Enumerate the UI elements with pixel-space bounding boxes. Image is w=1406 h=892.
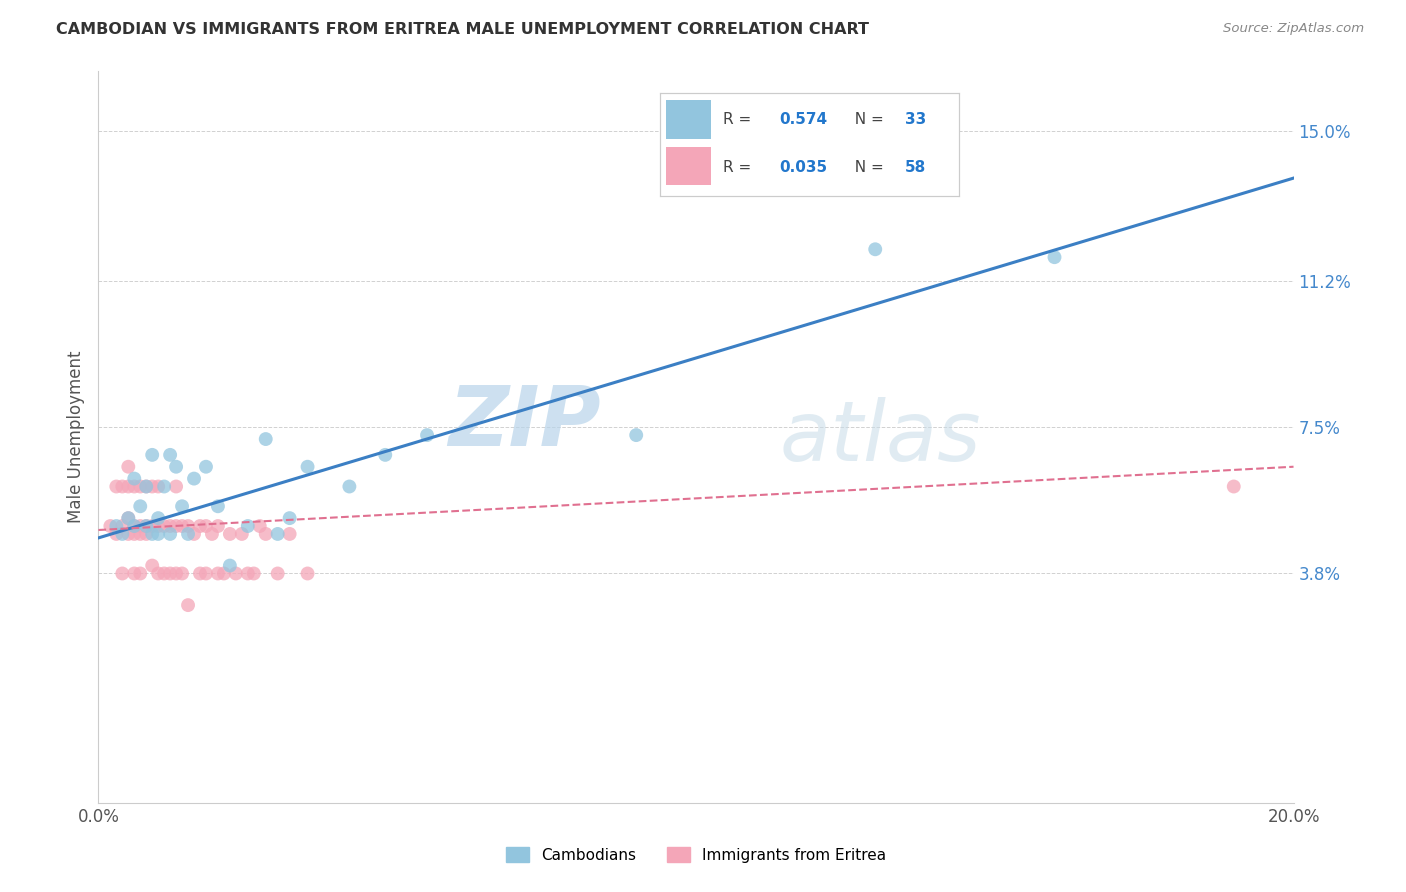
Point (172, 500, 194, 514)
Point (267, 527, 290, 541)
Point (105, 519, 128, 533)
Point (165, 459, 187, 474)
Point (124, 566, 146, 581)
Point (135, 519, 157, 533)
Point (236, 519, 259, 533)
Point (117, 527, 139, 541)
Point (236, 566, 259, 581)
Point (865, 242, 887, 256)
Point (249, 519, 271, 533)
Point (124, 519, 146, 533)
Point (111, 519, 134, 533)
Point (129, 566, 152, 581)
Point (1223, 479, 1246, 493)
Point (129, 519, 152, 533)
Point (212, 566, 235, 581)
Point (219, 527, 242, 541)
Point (129, 500, 152, 514)
Point (339, 479, 361, 493)
Text: Source: ZipAtlas.com: Source: ZipAtlas.com (1223, 22, 1364, 36)
Point (153, 519, 176, 533)
Point (98, 519, 122, 533)
Point (148, 566, 170, 581)
Point (135, 519, 157, 533)
Point (105, 479, 128, 493)
Y-axis label: Male Unemployment: Male Unemployment (66, 351, 84, 524)
Point (177, 598, 200, 612)
Point (374, 448, 396, 462)
Point (278, 527, 301, 541)
Point (243, 566, 266, 581)
Point (124, 527, 146, 541)
Point (153, 566, 176, 581)
Point (188, 519, 211, 533)
Point (105, 527, 128, 541)
Point (165, 519, 187, 533)
Point (135, 479, 157, 493)
Point (195, 459, 218, 474)
Point (124, 479, 146, 493)
Point (297, 566, 319, 581)
Point (177, 519, 200, 533)
Point (183, 527, 205, 541)
Point (207, 519, 229, 533)
Point (165, 479, 187, 493)
Point (129, 479, 152, 493)
Point (111, 527, 134, 541)
Point (141, 448, 163, 462)
Point (195, 519, 218, 533)
Point (207, 566, 229, 581)
Point (297, 459, 319, 474)
Point (148, 527, 170, 541)
Point (225, 566, 247, 581)
Point (254, 432, 277, 446)
Text: CAMBODIAN VS IMMIGRANTS FROM ERITREA MALE UNEMPLOYMENT CORRELATION CHART: CAMBODIAN VS IMMIGRANTS FROM ERITREA MAL… (56, 22, 869, 37)
Point (141, 527, 163, 541)
Point (148, 519, 170, 533)
Point (219, 558, 242, 573)
Point (159, 527, 181, 541)
Point (165, 566, 187, 581)
Point (195, 566, 218, 581)
Point (172, 519, 194, 533)
Point (117, 479, 139, 493)
Point (124, 472, 146, 486)
Legend: Cambodians, Immigrants from Eritrea: Cambodians, Immigrants from Eritrea (501, 840, 891, 869)
Point (188, 566, 211, 581)
Point (172, 566, 194, 581)
Text: atlas: atlas (779, 397, 981, 477)
Point (267, 566, 290, 581)
Point (231, 527, 253, 541)
Point (153, 479, 176, 493)
Point (159, 566, 181, 581)
Point (111, 479, 134, 493)
Point (117, 511, 139, 525)
Point (201, 527, 224, 541)
Point (148, 511, 170, 525)
Point (141, 519, 163, 533)
Point (117, 511, 139, 525)
Point (129, 527, 152, 541)
Point (254, 527, 277, 541)
Point (135, 479, 157, 493)
Point (626, 428, 648, 442)
Point (111, 566, 134, 581)
Point (278, 511, 301, 525)
Text: ZIP: ZIP (447, 382, 600, 463)
Point (416, 428, 439, 442)
Point (117, 459, 139, 474)
Point (177, 527, 200, 541)
Point (124, 519, 146, 533)
Point (148, 479, 170, 493)
Point (1043, 250, 1066, 264)
Point (141, 558, 163, 573)
Point (135, 527, 157, 541)
Point (207, 500, 229, 514)
Point (183, 472, 205, 486)
Point (159, 448, 181, 462)
Point (141, 479, 163, 493)
Point (159, 519, 181, 533)
